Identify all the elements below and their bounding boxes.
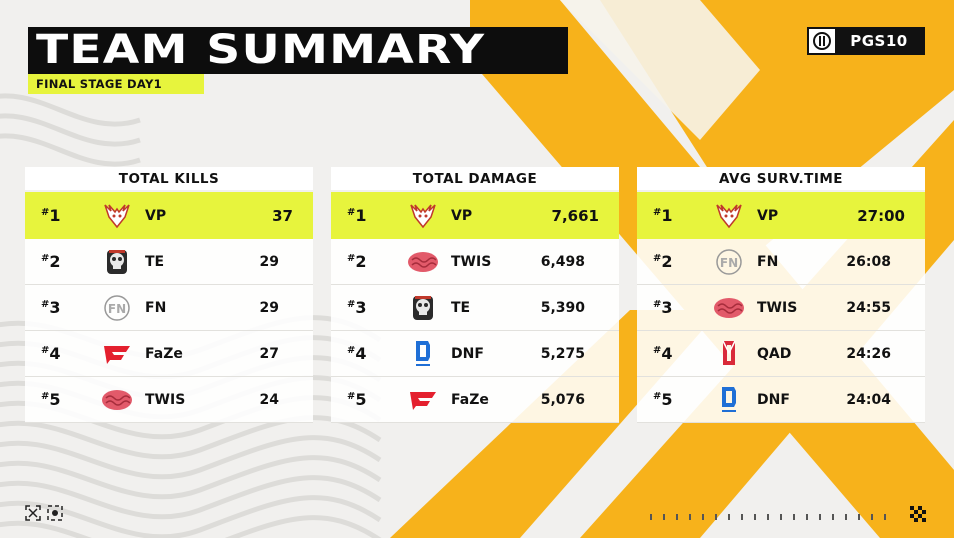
stat-value: 24:55 (846, 299, 891, 316)
stat-value: 29 (259, 253, 279, 270)
rank-label: #4 (41, 344, 61, 363)
team-name: FaZe (145, 345, 183, 362)
faze-logo-icon (401, 385, 445, 415)
team-name: VP (145, 207, 167, 224)
stat-value: 27:00 (857, 206, 905, 225)
stat-value: 6,498 (540, 253, 585, 270)
svg-text:FN: FN (108, 302, 126, 316)
stat-value: 7,661 (551, 206, 599, 225)
table-row: #2 TWIS 6,498 (331, 239, 619, 285)
table-row: #5 DNF 24:04 (637, 377, 925, 423)
stat-value: 24:26 (846, 345, 891, 362)
table-row: #4 DNF 5,275 (331, 331, 619, 377)
rank-label: #4 (653, 344, 673, 363)
svg-text:FN: FN (720, 256, 738, 270)
table-row: #5 FaZe 5,076 (331, 377, 619, 423)
table-row: #5 TWIS 24 (25, 377, 313, 423)
rank-label: #4 (347, 344, 367, 363)
rank-label: #1 (347, 206, 367, 225)
panel-avg-surv-time: AVG SURV.TIME #1 VP 27:00 #2 FN FN 26:08… (637, 167, 925, 426)
rank-label: #2 (347, 252, 367, 271)
page-subtitle: FINAL STAGE DAY1 (36, 77, 162, 91)
rank-label: #3 (347, 298, 367, 317)
team-name: FaZe (451, 391, 489, 408)
team-name: TE (145, 253, 165, 270)
table-row: #4 FaZe 27 (25, 331, 313, 377)
stat-value: 27 (259, 345, 279, 362)
qad-logo-icon (707, 339, 751, 369)
table-row: #3 TE 5,390 (331, 285, 619, 331)
table-row: #2 TE 29 (25, 239, 313, 285)
panel-total-damage: TOTAL DAMAGE #1 VP 7,661 #2 TWIS 6,498 #… (331, 167, 619, 426)
rank-label: #5 (41, 390, 61, 409)
panel-heading: AVG SURV.TIME (637, 167, 925, 192)
stat-value: 26:08 (846, 253, 891, 270)
fn-logo-icon: FN (95, 293, 139, 323)
te-skull-icon (401, 293, 445, 323)
table-row: #3 TWIS 24:55 (637, 285, 925, 331)
page-title: TEAM SUMMARY (36, 27, 486, 73)
target-icon (47, 505, 63, 521)
table-row: #3 FN FN 29 (25, 285, 313, 331)
table-row: #1 VP 7,661 (331, 192, 619, 239)
rank-label: #5 (653, 390, 673, 409)
team-name: TE (451, 299, 471, 316)
stat-value: 5,275 (540, 345, 585, 362)
pgs-emblem-icon (809, 29, 835, 53)
rank-label: #1 (41, 206, 61, 225)
team-name: TWIS (757, 299, 798, 316)
twis-brain-icon (95, 385, 139, 415)
fn-logo-icon: FN (707, 247, 751, 277)
team-name: VP (451, 207, 473, 224)
twis-brain-icon (401, 247, 445, 277)
rank-label: #3 (41, 298, 61, 317)
brand-label: PGS10 (835, 29, 923, 53)
team-name: VP (757, 207, 779, 224)
te-skull-icon (95, 247, 139, 277)
stat-value: 24:04 (846, 391, 891, 408)
stat-value: 37 (272, 206, 293, 225)
expand-icon (25, 505, 41, 521)
team-name: DNF (757, 391, 790, 408)
team-name: TWIS (145, 391, 186, 408)
vp-deer-icon (401, 201, 445, 231)
subtitle-banner (28, 74, 204, 94)
rank-label: #1 (653, 206, 673, 225)
stat-value: 29 (259, 299, 279, 316)
table-row: #1 VP 27:00 (637, 192, 925, 239)
dnf-logo-icon (401, 339, 445, 369)
vp-deer-icon (707, 201, 751, 231)
rank-label: #2 (653, 252, 673, 271)
tick-marks (650, 514, 886, 520)
stat-value: 24 (259, 391, 279, 408)
table-row: #1 VP 37 (25, 192, 313, 239)
title-banner (28, 27, 568, 74)
team-name: FN (757, 253, 779, 270)
rank-label: #3 (653, 298, 673, 317)
table-row: #4 QAD 24:26 (637, 331, 925, 377)
team-name: TWIS (451, 253, 492, 270)
corner-controls (25, 505, 63, 521)
checkered-flag-icon (910, 506, 926, 522)
panel-heading: TOTAL KILLS (25, 167, 313, 192)
team-name: FN (145, 299, 167, 316)
rank-label: #5 (347, 390, 367, 409)
rank-label: #2 (41, 252, 61, 271)
panel-heading: TOTAL DAMAGE (331, 167, 619, 192)
table-row: #2 FN FN 26:08 (637, 239, 925, 285)
team-name: QAD (757, 345, 792, 362)
stat-value: 5,076 (540, 391, 585, 408)
stat-value: 5,390 (540, 299, 585, 316)
twis-brain-icon (707, 293, 751, 323)
panel-total-kills: TOTAL KILLS #1 VP 37 #2 TE 29 #3 FN FN 2… (25, 167, 313, 426)
faze-logo-icon (95, 339, 139, 369)
team-name: DNF (451, 345, 484, 362)
pgs-brand-logo: PGS10 (807, 27, 925, 55)
dnf-logo-icon (707, 385, 751, 415)
vp-deer-icon (95, 201, 139, 231)
